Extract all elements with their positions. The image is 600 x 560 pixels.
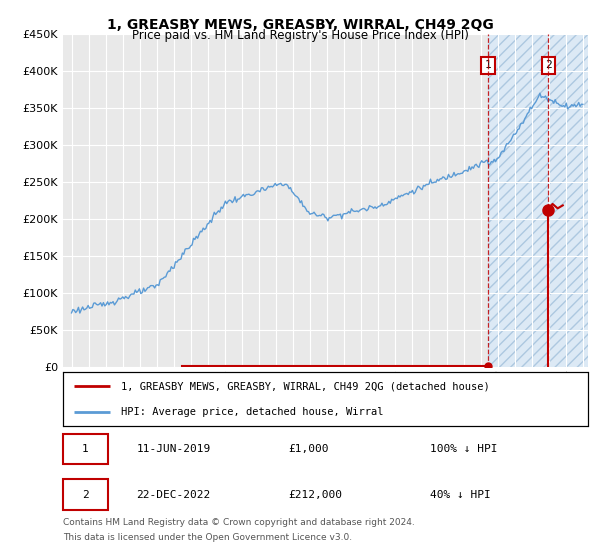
Text: 1: 1 xyxy=(82,444,89,454)
Text: 22-DEC-2022: 22-DEC-2022 xyxy=(137,489,211,500)
Text: Price paid vs. HM Land Registry's House Price Index (HPI): Price paid vs. HM Land Registry's House … xyxy=(131,29,469,42)
Text: 2: 2 xyxy=(545,60,551,70)
Text: 11-JUN-2019: 11-JUN-2019 xyxy=(137,444,211,454)
Bar xyxy=(488,34,596,367)
FancyBboxPatch shape xyxy=(63,479,107,510)
Text: 1: 1 xyxy=(485,60,491,70)
Text: 100% ↓ HPI: 100% ↓ HPI xyxy=(431,444,498,454)
Text: 40% ↓ HPI: 40% ↓ HPI xyxy=(431,489,491,500)
Text: Contains HM Land Registry data © Crown copyright and database right 2024.: Contains HM Land Registry data © Crown c… xyxy=(63,518,415,527)
Text: This data is licensed under the Open Government Licence v3.0.: This data is licensed under the Open Gov… xyxy=(63,533,352,542)
Text: 1, GREASBY MEWS, GREASBY, WIRRAL, CH49 2QG (detached house): 1, GREASBY MEWS, GREASBY, WIRRAL, CH49 2… xyxy=(121,381,490,391)
Text: 2: 2 xyxy=(82,489,89,500)
Text: HPI: Average price, detached house, Wirral: HPI: Average price, detached house, Wirr… xyxy=(121,407,383,417)
FancyBboxPatch shape xyxy=(63,433,107,464)
Text: £1,000: £1,000 xyxy=(289,444,329,454)
Bar xyxy=(488,34,596,367)
Text: 1, GREASBY MEWS, GREASBY, WIRRAL, CH49 2QG: 1, GREASBY MEWS, GREASBY, WIRRAL, CH49 2… xyxy=(107,18,493,32)
Text: £212,000: £212,000 xyxy=(289,489,343,500)
